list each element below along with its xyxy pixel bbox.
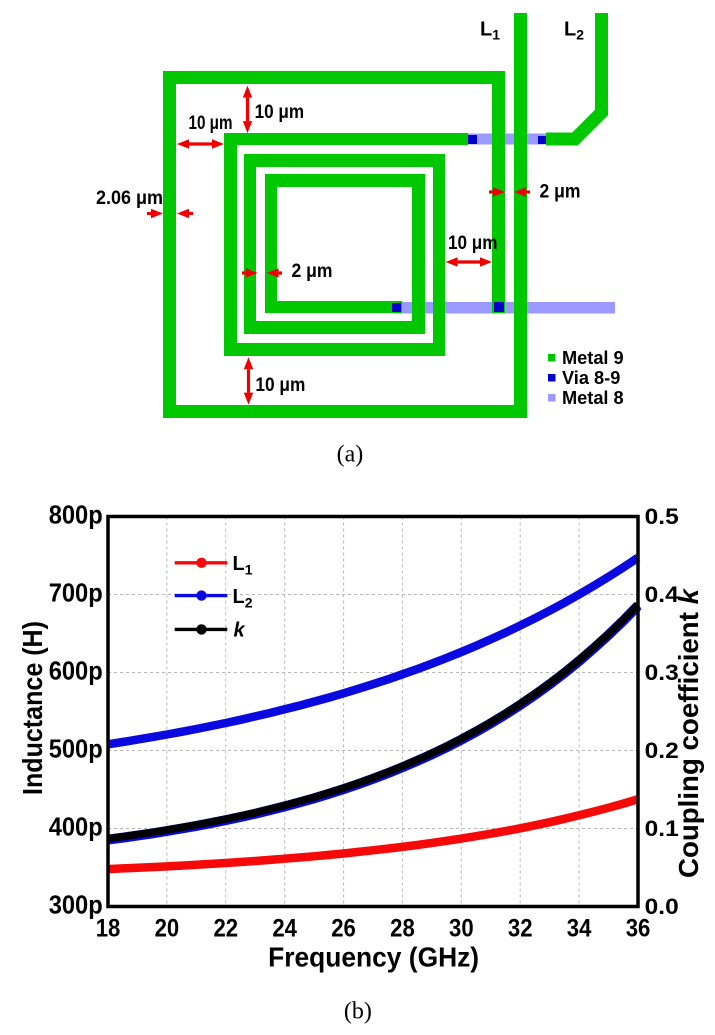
svg-text:18: 18 xyxy=(96,915,121,943)
svg-text:(a): (a) xyxy=(337,442,364,468)
svg-text:0.5: 0.5 xyxy=(645,504,679,529)
svg-text:0.2: 0.2 xyxy=(645,738,679,763)
svg-text:22: 22 xyxy=(213,915,238,943)
svg-text:600p: 600p xyxy=(49,658,103,686)
svg-text:24: 24 xyxy=(272,915,297,943)
svg-text:28: 28 xyxy=(390,915,415,943)
svg-text:2 μm: 2 μm xyxy=(540,181,581,203)
svg-text:Via 8-9: Via 8-9 xyxy=(562,368,620,388)
svg-text:300p: 300p xyxy=(49,892,103,920)
svg-text:Metal 8: Metal 8 xyxy=(562,388,624,408)
svg-text:2 μm: 2 μm xyxy=(292,260,333,282)
svg-text:10 μm: 10 μm xyxy=(189,112,233,134)
svg-text:800p: 800p xyxy=(49,502,103,530)
svg-text:k: k xyxy=(234,620,246,642)
svg-text:Coupling coefficient k: Coupling coefficient k xyxy=(673,588,704,878)
svg-text:L2: L2 xyxy=(564,19,584,43)
svg-text:Frequency (GHz): Frequency (GHz) xyxy=(268,942,479,973)
svg-text:0.0: 0.0 xyxy=(645,894,679,919)
svg-text:10 μm: 10 μm xyxy=(448,232,498,254)
svg-text:0.3: 0.3 xyxy=(645,660,679,685)
svg-text:500p: 500p xyxy=(49,736,103,764)
svg-text:400p: 400p xyxy=(49,814,103,842)
svg-text:2.06 μm: 2.06 μm xyxy=(96,187,163,209)
svg-text:10 μm: 10 μm xyxy=(255,101,305,123)
svg-text:L1: L1 xyxy=(480,19,500,43)
svg-text:30: 30 xyxy=(449,915,474,943)
svg-text:36: 36 xyxy=(626,915,651,943)
svg-text:26: 26 xyxy=(331,915,356,943)
svg-text:0.1: 0.1 xyxy=(645,816,679,841)
svg-text:(b): (b) xyxy=(344,999,372,1025)
svg-text:Metal 9: Metal 9 xyxy=(562,348,624,368)
svg-text:L2: L2 xyxy=(233,586,253,611)
svg-text:L1: L1 xyxy=(233,553,253,578)
svg-text:10 μm: 10 μm xyxy=(255,374,305,396)
svg-text:20: 20 xyxy=(155,915,180,943)
svg-text:700p: 700p xyxy=(49,580,103,608)
svg-text:34: 34 xyxy=(567,915,592,943)
svg-text:Inductance (H): Inductance (H) xyxy=(17,621,48,795)
svg-text:32: 32 xyxy=(508,915,533,943)
svg-text:0.4: 0.4 xyxy=(645,582,680,607)
